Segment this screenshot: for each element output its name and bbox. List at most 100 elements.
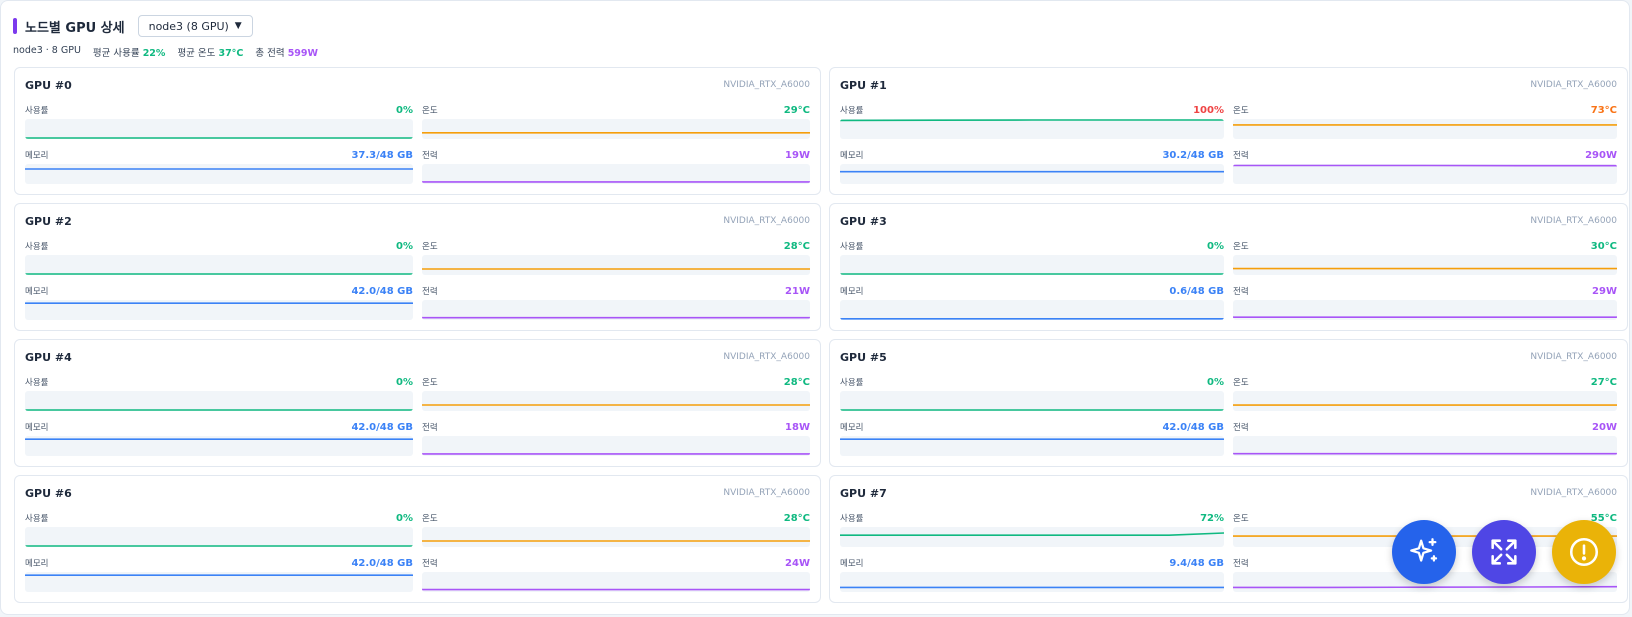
expand-button[interactable]	[1472, 520, 1536, 584]
gpu-model: NVIDIA_RTX_A6000	[1530, 352, 1617, 362]
power-label: 전력	[422, 151, 438, 161]
power-sparkline	[1233, 300, 1617, 320]
util-metric: 사용률 72%	[840, 510, 1224, 549]
gpu-model: NVIDIA_RTX_A6000	[723, 80, 810, 90]
gpu-card: GPU #3 NVIDIA_RTX_A6000 사용률 0% 온도 30°C 메모리 0.6/…	[829, 203, 1628, 331]
alert-circle-icon	[1569, 537, 1599, 567]
util-sparkline	[840, 255, 1224, 275]
mem-label: 메모리	[25, 151, 49, 161]
temp-value: 28°C	[783, 513, 810, 524]
gpu-card: GPU #6 NVIDIA_RTX_A6000 사용률 0% 온도 28°C 메모리 42.0…	[14, 475, 821, 603]
power-sparkline	[422, 164, 810, 184]
mem-metric: 메모리 0.6/48 GB	[840, 283, 1224, 322]
mem-label: 메모리	[25, 559, 49, 569]
gpu-card-header: GPU #3 NVIDIA_RTX_A6000	[840, 204, 1617, 238]
util-metric: 사용률 0%	[25, 374, 413, 413]
temp-sparkline	[422, 119, 810, 139]
gpu-model: NVIDIA_RTX_A6000	[1530, 216, 1617, 226]
util-metric: 사용률 0%	[25, 102, 413, 141]
power-label: 전력	[422, 559, 438, 569]
mem-value: 42.0/48 GB	[1162, 422, 1224, 433]
util-trend-line	[840, 533, 1224, 535]
gpu-name: GPU #1	[840, 78, 887, 92]
mem-sparkline	[840, 436, 1224, 456]
mem-metric: 메모리 42.0/48 GB	[840, 419, 1224, 458]
util-sparkline	[25, 119, 413, 139]
mem-sparkline	[25, 436, 413, 456]
power-metric: 전력 19W	[422, 147, 810, 186]
power-label: 전력	[1233, 151, 1249, 161]
power-label: 전력	[422, 423, 438, 433]
temp-value: 73°C	[1590, 105, 1617, 116]
power-value: 19W	[785, 150, 810, 161]
temp-label: 온도	[1233, 378, 1249, 388]
sparkles-icon	[1410, 538, 1438, 562]
gpu-metrics: 사용률 0% 온도 28°C 메모리 42.0/48 GB 전력 21W	[25, 238, 810, 322]
mem-label: 메모리	[840, 151, 864, 161]
power-value: 29W	[1592, 286, 1617, 297]
total-power-label: 총 전력	[255, 48, 285, 59]
temp-sparkline	[422, 527, 810, 547]
util-value: 0%	[396, 377, 413, 388]
power-sparkline	[1233, 164, 1617, 184]
util-metric: 사용률 0%	[840, 374, 1224, 413]
gpu-metrics: 사용률 0% 온도 29°C 메모리 37.3/48 GB 전력 19W	[25, 102, 810, 186]
temp-value: 29°C	[783, 105, 810, 116]
temp-metric: 온도 30°C	[1233, 238, 1617, 277]
node-select-value: node3 (8 GPU)	[148, 19, 229, 33]
gpu-model: NVIDIA_RTX_A6000	[723, 352, 810, 362]
mem-metric: 메모리 42.0/48 GB	[25, 283, 413, 322]
mem-label: 메모리	[840, 559, 864, 569]
util-metric: 사용률 0%	[840, 238, 1224, 277]
gpu-card-header: GPU #6 NVIDIA_RTX_A6000	[25, 476, 810, 510]
temp-metric: 온도 28°C	[422, 238, 810, 277]
util-sparkline	[840, 527, 1224, 547]
node-select[interactable]: node3 (8 GPU) ▼	[137, 15, 253, 37]
gpu-model: NVIDIA_RTX_A6000	[723, 488, 810, 498]
alert-button[interactable]	[1552, 520, 1616, 584]
mem-sparkline	[25, 164, 413, 184]
gpu-name: GPU #6	[25, 486, 72, 500]
gpu-model: NVIDIA_RTX_A6000	[723, 216, 810, 226]
gpu-card-header: GPU #7 NVIDIA_RTX_A6000	[840, 476, 1617, 510]
gpu-metrics: 사용률 0% 온도 30°C 메모리 0.6/48 GB 전력 29W	[840, 238, 1617, 322]
temp-sparkline	[1233, 119, 1617, 139]
gpu-name: GPU #0	[25, 78, 72, 92]
page-title: 노드별 GPU 상세	[25, 20, 125, 36]
gpu-metrics: 사용률 0% 온도 27°C 메모리 42.0/48 GB 전력 20W	[840, 374, 1617, 458]
power-metric: 전력 18W	[422, 419, 810, 458]
temp-label: 온도	[1233, 514, 1249, 524]
gpu-card: GPU #5 NVIDIA_RTX_A6000 사용률 0% 온도 27°C 메모리 42.0…	[829, 339, 1628, 467]
mem-metric: 메모리 30.2/48 GB	[840, 147, 1224, 186]
util-value: 0%	[396, 241, 413, 252]
util-label: 사용률	[840, 514, 864, 524]
mem-metric: 메모리 42.0/48 GB	[25, 555, 413, 594]
gpu-name: GPU #7	[840, 486, 887, 500]
gpu-name: GPU #3	[840, 214, 887, 228]
avg-util-label: 평균 사용률	[92, 48, 140, 59]
mem-sparkline	[840, 572, 1224, 592]
power-value: 20W	[1592, 422, 1617, 433]
util-label: 사용률	[840, 242, 864, 252]
mem-sparkline	[840, 300, 1224, 320]
temp-sparkline	[422, 255, 810, 275]
power-sparkline	[1233, 436, 1617, 456]
temp-label: 온도	[422, 514, 438, 524]
mem-sparkline	[25, 572, 413, 592]
temp-metric: 온도 28°C	[422, 510, 810, 549]
temp-metric: 온도 29°C	[422, 102, 810, 141]
total-power-value: 599W	[287, 48, 318, 59]
power-sparkline	[422, 572, 810, 592]
util-label: 사용률	[25, 378, 49, 388]
temp-value: 28°C	[783, 377, 810, 388]
temp-sparkline	[1233, 391, 1617, 411]
mem-metric: 메모리 37.3/48 GB	[25, 147, 413, 186]
ai-assistant-button[interactable]	[1392, 520, 1456, 584]
gpu-model: NVIDIA_RTX_A6000	[1530, 80, 1617, 90]
mem-metric: 메모리 9.4/48 GB	[840, 555, 1224, 594]
mem-value: 42.0/48 GB	[351, 286, 413, 297]
mem-value: 0.6/48 GB	[1169, 286, 1224, 297]
expand-icon	[1491, 539, 1517, 565]
temp-value: 55°C	[1590, 513, 1617, 524]
